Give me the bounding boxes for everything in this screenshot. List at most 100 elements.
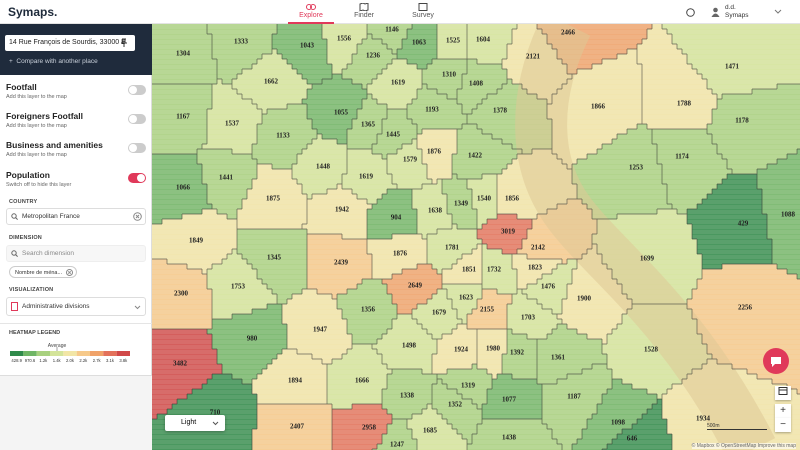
region [537,349,603,355]
region [462,254,483,260]
region [382,279,443,285]
region [607,354,713,360]
region [422,79,463,85]
region [562,59,603,65]
region [467,179,498,185]
region [207,269,258,275]
region [537,369,583,375]
region [452,304,478,310]
toggle[interactable] [128,173,146,183]
address-input[interactable]: 14 Rue François de Sourdis, 33000 B [5,35,135,51]
region [667,199,703,205]
toggle[interactable] [128,85,146,95]
user[interactable]: d.d. Symaps [725,4,748,20]
region [467,69,508,75]
zoom-in[interactable]: + [775,404,791,418]
region [512,39,548,45]
region [302,99,363,105]
toggle[interactable] [128,143,146,153]
avatar-icon[interactable] [711,7,720,17]
region [472,309,508,315]
logo[interactable]: Symaps. [8,5,58,19]
region [332,294,338,300]
region-label: 2466 [561,29,576,37]
region [337,294,393,300]
region [472,399,488,405]
region [417,144,458,150]
region [482,99,548,105]
region [307,269,373,275]
region [247,259,308,265]
clear-icon[interactable] [133,212,142,221]
region [677,209,688,215]
dimension-search[interactable]: Search dimension [6,245,146,262]
region [457,139,503,145]
chevron[interactable] [774,9,782,15]
dimension-chip[interactable]: Nombre de ména... [9,266,78,278]
region [167,259,223,265]
region [422,324,458,330]
region [497,214,518,220]
region [512,294,528,300]
region [542,409,598,415]
region [732,169,758,175]
region [207,284,268,290]
chat-button[interactable] [763,348,789,374]
region [567,79,643,85]
region [537,364,593,370]
country-select[interactable]: Metropolitan France [6,208,146,225]
region [372,94,418,100]
calendar-button[interactable] [775,386,791,400]
region [282,319,348,325]
region [257,59,288,65]
region [152,139,208,145]
attribution[interactable]: © Mapbox © OpenStreetMap Improve this ma… [691,443,796,449]
region [477,349,508,355]
chip-remove[interactable] [66,269,74,276]
region [477,359,503,365]
region [277,29,323,35]
region [362,39,383,45]
region [382,334,433,340]
zoom-out[interactable]: − [775,418,791,432]
tab-explore[interactable]: Explore [286,3,336,24]
region [207,379,243,385]
region-label: 1540 [477,195,492,203]
region [262,54,283,60]
region [252,64,293,70]
region [252,439,333,445]
region [612,439,673,445]
visualization-select[interactable]: Administrative divisions [6,297,146,316]
region [327,364,388,370]
map[interactable]: 1304 1333 1043 1556 1146 1063 1525 1604 2466 2121… [152,24,800,450]
region [382,399,433,405]
region [482,249,503,255]
tab-survey[interactable]: Survey [398,3,448,19]
layer: Footfall Add this layer to the map [6,82,146,100]
pin-icon[interactable] [120,38,128,48]
region [327,49,358,55]
region [367,234,393,240]
region [222,259,248,265]
region [552,124,638,130]
style-select[interactable]: Light [165,415,225,431]
region-label: 1471 [725,63,740,71]
chat-icon [771,357,781,367]
region [612,379,623,385]
region [312,84,363,90]
region [282,309,343,315]
region [417,304,453,310]
toggle[interactable] [128,114,146,124]
compare-link[interactable]: + Compare with another place [9,58,98,65]
region [467,44,508,50]
region [212,299,278,305]
region [347,289,388,295]
region-label: 1174 [675,153,689,161]
tab-finder[interactable]: Finder [339,3,389,19]
region [347,164,388,170]
region [377,99,413,105]
region [252,99,303,105]
region [212,344,288,350]
region [432,389,458,395]
help-icon[interactable] [686,8,695,17]
